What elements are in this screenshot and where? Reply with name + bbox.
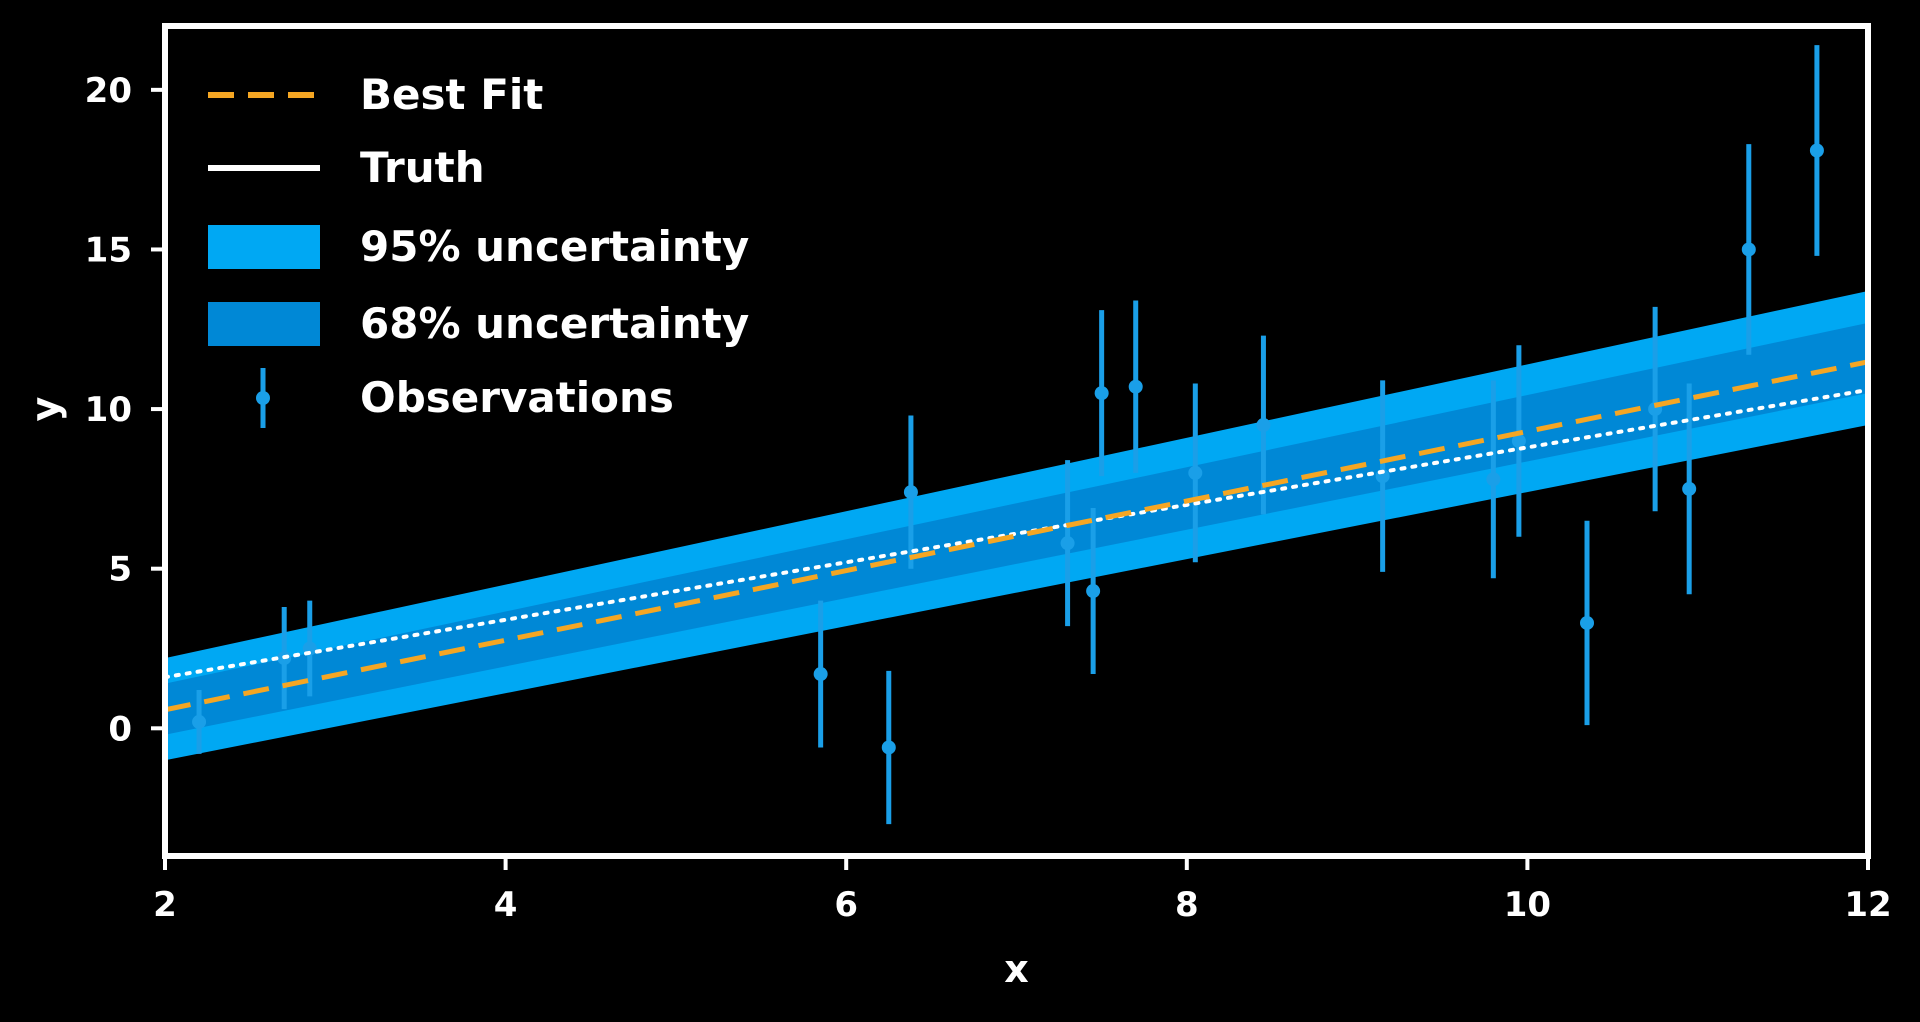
- observation-point: [813, 600, 828, 748]
- legend-label: Truth: [360, 143, 485, 192]
- observation-marker: [1256, 418, 1271, 433]
- observation-point: [1094, 310, 1109, 477]
- x-tick-label: 6: [834, 885, 858, 925]
- truth-line: [165, 387, 1868, 680]
- axes-frame: [162, 23, 1871, 859]
- legend-item-truth: Truth: [208, 143, 485, 192]
- legend-item-band-68: 68% uncertainty: [208, 299, 749, 348]
- x-tick-label: 10: [1504, 885, 1551, 925]
- x-tick-label: 4: [494, 885, 518, 925]
- observation-point: [1060, 460, 1075, 627]
- observation-marker: [1809, 143, 1824, 158]
- observation-point: [1086, 508, 1101, 675]
- legend-label: Observations: [360, 373, 674, 422]
- ticks-layer: 2 4 6 8 10 12 0 5 10 15 20: [85, 71, 1892, 925]
- legend-swatch-68: [208, 302, 320, 346]
- plot-area: [165, 45, 1868, 825]
- observation-point: [881, 670, 896, 825]
- legend-item-best-fit: Best Fit: [208, 70, 543, 119]
- observation-marker: [1511, 434, 1526, 448]
- observation-point: [1580, 520, 1595, 726]
- legend-label: Best Fit: [360, 70, 543, 119]
- observation-marker: [1486, 472, 1501, 487]
- observation-point: [1511, 345, 1526, 537]
- observation-point: [1188, 383, 1203, 563]
- legend-swatch-observation-marker: [256, 391, 270, 405]
- observation-marker: [813, 667, 828, 682]
- legend-item-band-95: 95% uncertainty: [208, 222, 749, 271]
- observation-point: [1809, 45, 1824, 256]
- observation-point: [1682, 383, 1697, 595]
- y-tick-label: 20: [85, 71, 132, 111]
- observation-marker: [1188, 465, 1203, 480]
- observation-marker: [881, 740, 896, 755]
- best-fit-line: [165, 359, 1868, 713]
- x-tick-label: 8: [1175, 885, 1199, 925]
- observation-marker: [903, 485, 918, 500]
- observation-marker: [192, 714, 207, 729]
- y-axis-label: y: [23, 396, 67, 421]
- legend-item-observations: Observations: [256, 368, 674, 428]
- y-tick-label: 10: [85, 390, 132, 430]
- observation-point: [1741, 144, 1756, 355]
- observation-point: [1486, 380, 1501, 579]
- observation-marker: [1682, 481, 1697, 496]
- legend-label: 68% uncertainty: [360, 299, 749, 348]
- legend-label: 95% uncertainty: [360, 222, 749, 271]
- observation-marker: [1094, 386, 1109, 401]
- observation-marker: [1580, 615, 1595, 630]
- x-tick-label: 12: [1844, 885, 1891, 925]
- uncertainty-68-band: [165, 322, 1868, 735]
- observation-marker: [1060, 536, 1075, 551]
- observation-point: [903, 415, 918, 569]
- x-tick-label: 2: [153, 885, 177, 925]
- observation-point: [1128, 300, 1143, 473]
- y-tick-label: 5: [108, 550, 132, 590]
- observation-marker: [1741, 242, 1756, 257]
- y-tick-label: 0: [108, 709, 132, 749]
- x-axis-label: x: [1004, 947, 1029, 991]
- y-tick-label: 15: [85, 230, 132, 270]
- observation-marker: [1128, 379, 1143, 394]
- legend: Best Fit Truth 95% uncertainty 68% uncertai…: [208, 70, 749, 428]
- observation-marker: [1086, 584, 1101, 599]
- observation-point: [192, 690, 207, 754]
- legend-swatch-95: [208, 225, 320, 269]
